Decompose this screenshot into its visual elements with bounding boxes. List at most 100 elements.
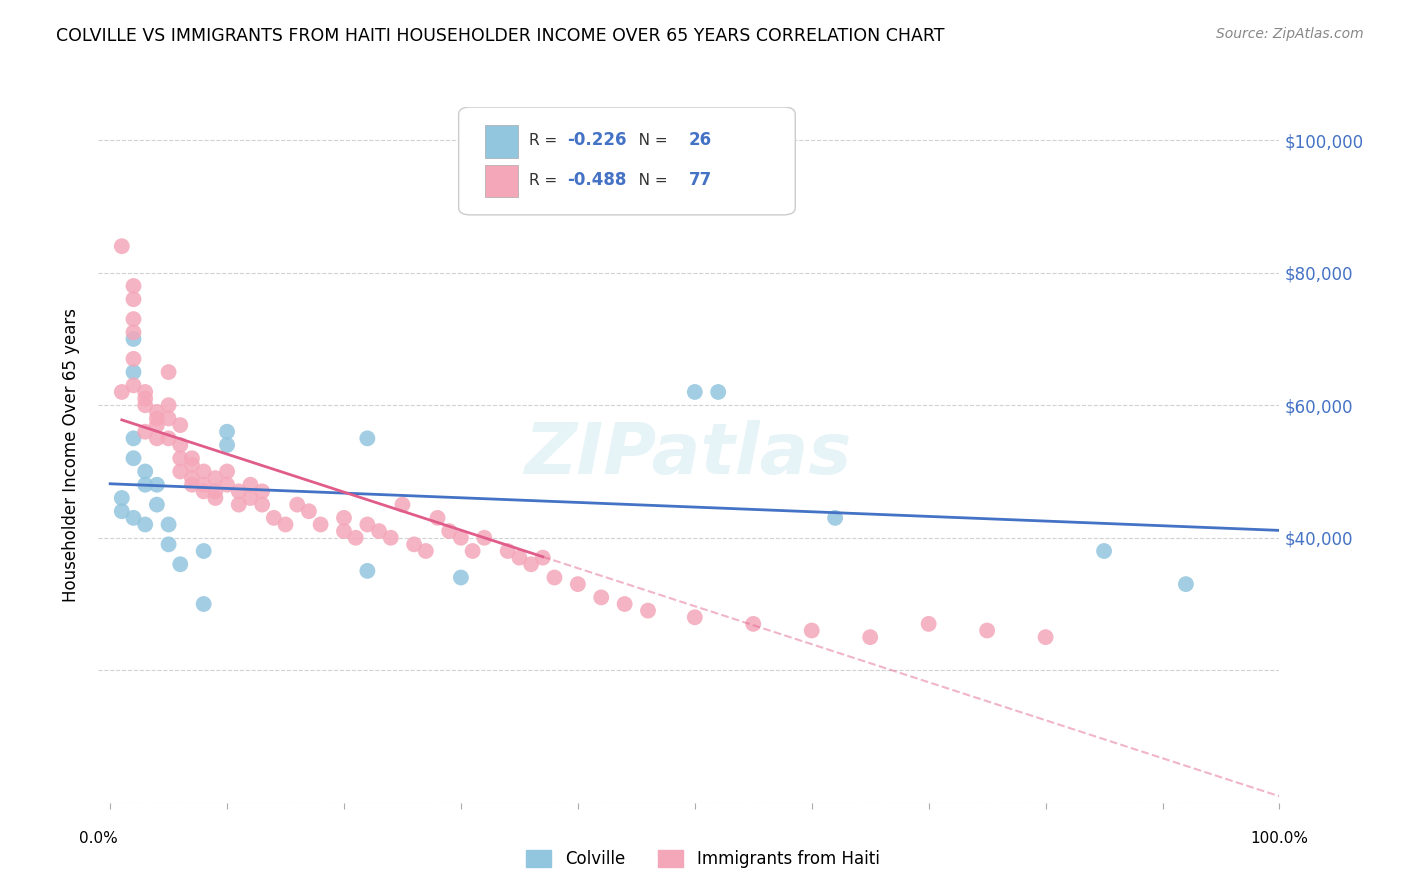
Point [531, 550, 554, 565]
Point [472, 531, 495, 545]
Point [250, 498, 273, 512]
Point [683, 384, 706, 399]
Point [380, 531, 402, 545]
Point [134, 384, 156, 399]
Point [356, 564, 378, 578]
Point [146, 405, 169, 419]
Point [391, 498, 413, 512]
Point [800, 624, 823, 638]
Point [215, 438, 238, 452]
Point [122, 292, 145, 306]
Point [859, 630, 882, 644]
Point [368, 524, 391, 538]
Point [122, 365, 145, 379]
Point [134, 517, 156, 532]
Point [204, 471, 226, 485]
Point [1174, 577, 1197, 591]
Point [508, 550, 530, 565]
Point [146, 411, 169, 425]
Point [976, 624, 998, 638]
Point [496, 544, 519, 558]
Point [917, 616, 939, 631]
Point [239, 491, 262, 505]
Text: N =: N = [624, 133, 672, 148]
Point [567, 577, 589, 591]
Point [274, 517, 297, 532]
Point [122, 279, 145, 293]
Point [742, 616, 765, 631]
Point [193, 544, 215, 558]
Point [146, 498, 169, 512]
Point [250, 484, 273, 499]
Point [204, 491, 226, 505]
Point [285, 498, 308, 512]
Point [157, 537, 180, 551]
Point [134, 392, 156, 406]
Point [239, 477, 262, 491]
Point [543, 570, 565, 584]
Point [157, 398, 180, 412]
Text: 100.0%: 100.0% [1250, 830, 1309, 846]
Point [193, 597, 215, 611]
Point [439, 524, 461, 538]
Point [309, 517, 332, 532]
Text: 26: 26 [689, 131, 711, 150]
Point [134, 425, 156, 439]
Text: ZIPatlas: ZIPatlas [526, 420, 852, 490]
Point [181, 451, 204, 466]
Point [111, 384, 134, 399]
Text: COLVILLE VS IMMIGRANTS FROM HAITI HOUSEHOLDER INCOME OVER 65 YEARS CORRELATION C: COLVILLE VS IMMIGRANTS FROM HAITI HOUSEH… [56, 27, 945, 45]
Point [215, 477, 238, 491]
Text: 0.0%: 0.0% [79, 830, 118, 846]
Point [122, 332, 145, 346]
Text: -0.488: -0.488 [567, 171, 627, 189]
Text: Source: ZipAtlas.com: Source: ZipAtlas.com [1216, 27, 1364, 41]
Point [1035, 630, 1057, 644]
Point [193, 465, 215, 479]
Point [228, 498, 250, 512]
Text: -0.226: -0.226 [567, 131, 627, 150]
Text: N =: N = [624, 172, 672, 187]
FancyBboxPatch shape [458, 107, 796, 215]
Point [450, 570, 472, 584]
Point [169, 438, 191, 452]
Text: 77: 77 [689, 171, 713, 189]
Legend: Colville, Immigrants from Haiti: Colville, Immigrants from Haiti [520, 843, 886, 875]
Point [193, 477, 215, 491]
Text: R =: R = [530, 133, 562, 148]
Point [157, 365, 180, 379]
Point [333, 511, 356, 525]
Point [169, 451, 191, 466]
Point [111, 504, 134, 518]
Point [426, 511, 449, 525]
FancyBboxPatch shape [485, 165, 517, 197]
Point [122, 431, 145, 445]
Point [134, 477, 156, 491]
Point [520, 558, 543, 572]
Point [146, 418, 169, 433]
Point [591, 591, 613, 605]
Point [193, 484, 215, 499]
Y-axis label: Householder Income Over 65 years: Householder Income Over 65 years [62, 308, 80, 602]
Point [146, 431, 169, 445]
FancyBboxPatch shape [485, 125, 517, 158]
Point [215, 425, 238, 439]
Point [215, 465, 238, 479]
Point [169, 558, 191, 572]
Point [181, 471, 204, 485]
Point [637, 604, 659, 618]
Text: R =: R = [530, 172, 562, 187]
Point [344, 531, 367, 545]
Point [404, 537, 426, 551]
Point [683, 610, 706, 624]
Point [169, 418, 191, 433]
Point [111, 239, 134, 253]
Point [613, 597, 636, 611]
Point [122, 312, 145, 326]
Point [157, 517, 180, 532]
Point [298, 504, 321, 518]
Point [157, 431, 180, 445]
Point [356, 431, 378, 445]
Point [157, 411, 180, 425]
Point [111, 491, 134, 505]
